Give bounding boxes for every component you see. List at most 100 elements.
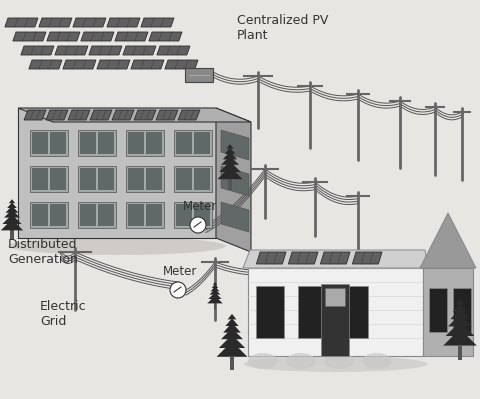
Polygon shape: [122, 46, 156, 55]
Polygon shape: [29, 60, 62, 69]
Polygon shape: [63, 60, 96, 69]
Polygon shape: [55, 46, 88, 55]
Bar: [146, 204, 162, 226]
Polygon shape: [112, 110, 134, 120]
Polygon shape: [256, 252, 286, 264]
Polygon shape: [242, 250, 427, 268]
Bar: [80, 204, 96, 226]
Bar: [324, 288, 344, 306]
Bar: [30, 202, 68, 228]
Bar: [174, 166, 212, 192]
Polygon shape: [39, 18, 72, 27]
Bar: [176, 132, 192, 154]
Polygon shape: [419, 213, 475, 268]
Bar: [78, 166, 116, 192]
Polygon shape: [454, 299, 464, 305]
Ellipse shape: [361, 353, 391, 369]
Bar: [174, 202, 212, 228]
Polygon shape: [224, 148, 235, 154]
Bar: [50, 132, 66, 154]
Bar: [146, 132, 162, 154]
Polygon shape: [218, 335, 245, 348]
Polygon shape: [156, 46, 190, 55]
Bar: [228, 179, 231, 190]
Ellipse shape: [286, 353, 315, 369]
Text: Centralized PV
Plant: Centralized PV Plant: [237, 14, 328, 42]
Bar: [146, 168, 162, 190]
Bar: [98, 204, 114, 226]
Polygon shape: [220, 166, 249, 196]
Polygon shape: [212, 282, 217, 285]
Polygon shape: [18, 108, 251, 122]
Bar: [128, 204, 144, 226]
Polygon shape: [5, 18, 38, 27]
Polygon shape: [225, 318, 238, 326]
Polygon shape: [1, 219, 23, 230]
Polygon shape: [134, 110, 156, 120]
Text: Distributed
Generation: Distributed Generation: [8, 238, 78, 266]
Bar: [50, 168, 66, 190]
Polygon shape: [24, 110, 46, 120]
Polygon shape: [449, 308, 468, 319]
Polygon shape: [288, 252, 317, 264]
Polygon shape: [68, 110, 90, 120]
Bar: [255, 286, 283, 338]
Ellipse shape: [324, 353, 353, 369]
Bar: [193, 168, 210, 190]
Text: Electric
Grid: Electric Grid: [40, 300, 86, 328]
Bar: [193, 204, 210, 226]
Polygon shape: [46, 110, 68, 120]
Ellipse shape: [243, 356, 427, 372]
Polygon shape: [81, 32, 114, 41]
Bar: [126, 202, 164, 228]
Bar: [80, 132, 96, 154]
Bar: [98, 132, 114, 154]
Bar: [32, 204, 48, 226]
Polygon shape: [207, 296, 222, 303]
Polygon shape: [320, 252, 349, 264]
Polygon shape: [442, 329, 476, 346]
Polygon shape: [165, 60, 198, 69]
Bar: [98, 168, 114, 190]
Polygon shape: [208, 292, 221, 299]
Polygon shape: [220, 130, 249, 160]
Polygon shape: [217, 167, 242, 179]
Bar: [32, 132, 48, 154]
Polygon shape: [216, 108, 251, 252]
Bar: [428, 288, 446, 332]
Bar: [176, 204, 192, 226]
Bar: [193, 132, 210, 154]
Bar: [78, 130, 116, 156]
Bar: [30, 130, 68, 156]
Polygon shape: [141, 18, 174, 27]
Ellipse shape: [248, 353, 277, 369]
Bar: [18, 108, 216, 238]
Bar: [126, 130, 164, 156]
Polygon shape: [226, 144, 233, 148]
Bar: [185, 68, 213, 82]
Polygon shape: [90, 110, 112, 120]
Bar: [214, 303, 216, 310]
Polygon shape: [107, 18, 140, 27]
Bar: [320, 284, 348, 356]
Polygon shape: [89, 46, 122, 55]
Polygon shape: [452, 304, 466, 312]
Polygon shape: [115, 32, 148, 41]
Bar: [422, 268, 472, 356]
Polygon shape: [4, 209, 20, 217]
Polygon shape: [211, 284, 218, 288]
Polygon shape: [222, 151, 237, 159]
Polygon shape: [13, 32, 46, 41]
Bar: [456, 346, 461, 360]
Bar: [452, 288, 470, 332]
Bar: [229, 357, 234, 370]
Polygon shape: [223, 323, 240, 333]
Bar: [174, 130, 212, 156]
Bar: [128, 168, 144, 190]
Bar: [128, 132, 144, 154]
Bar: [298, 286, 325, 338]
Bar: [176, 168, 192, 190]
Polygon shape: [216, 342, 247, 357]
Polygon shape: [227, 314, 236, 320]
Polygon shape: [220, 156, 239, 165]
